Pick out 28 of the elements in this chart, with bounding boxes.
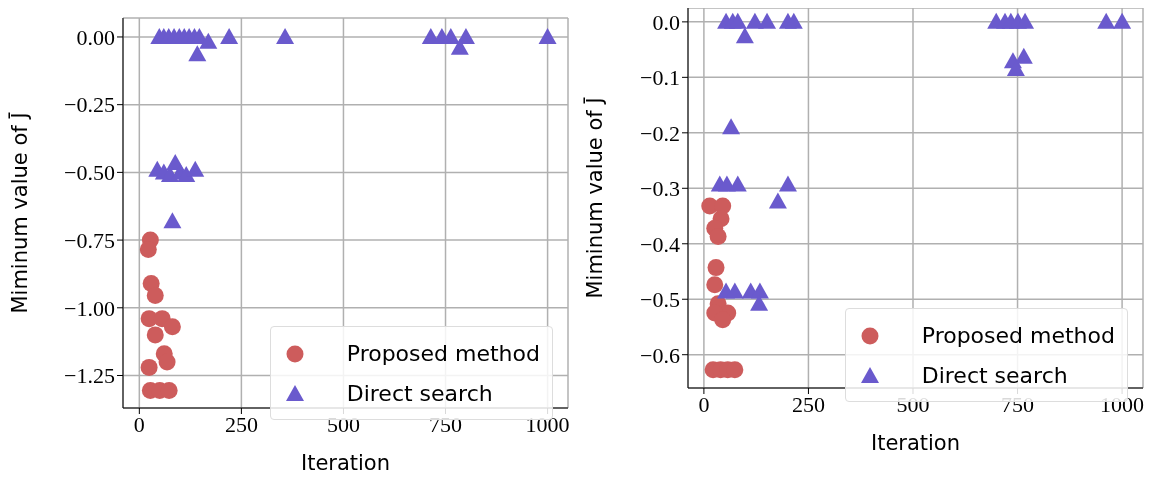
y-tick-label: −0.2 xyxy=(640,120,680,146)
x-axis-title: Iteration xyxy=(870,431,961,455)
y-tick-label: −0.25 xyxy=(64,92,115,118)
y-axis-title: Miminum value of J̄ xyxy=(582,97,608,299)
y-tick-label: 0.00 xyxy=(76,24,115,50)
y-tick-label: −0.4 xyxy=(640,231,680,257)
x-tick-label: 1000 xyxy=(525,411,570,437)
x-tick-label: 750 xyxy=(1001,391,1035,417)
y-tick-label: −0.50 xyxy=(64,160,115,186)
y-tick-label: −0.3 xyxy=(640,176,680,202)
x-tick-label: 0 xyxy=(133,411,145,437)
y-axis-title: Miminum value of J̄ xyxy=(7,112,33,314)
legend-label: Proposed method xyxy=(346,340,540,366)
y-tick-label: −0.6 xyxy=(640,342,680,368)
legend-label: Proposed method xyxy=(921,322,1115,348)
y-tick-label: 0.0 xyxy=(652,9,680,35)
legend-label: Direct search xyxy=(346,380,493,406)
legend-label: Direct search xyxy=(921,362,1068,388)
x-tick-label: 250 xyxy=(791,391,825,417)
x-axis-title: Iteration xyxy=(300,451,391,475)
x-tick-label: 0 xyxy=(698,391,710,417)
x-tick-label: 1000 xyxy=(1100,391,1145,417)
y-tick-label: −1.25 xyxy=(64,363,115,389)
x-tick-label: 250 xyxy=(224,411,258,437)
y-tick-label: −0.75 xyxy=(64,227,115,253)
y-tick-label: −0.1 xyxy=(640,65,680,91)
y-tick-label: −1.00 xyxy=(64,295,115,321)
y-tick-label: −0.5 xyxy=(640,287,680,313)
